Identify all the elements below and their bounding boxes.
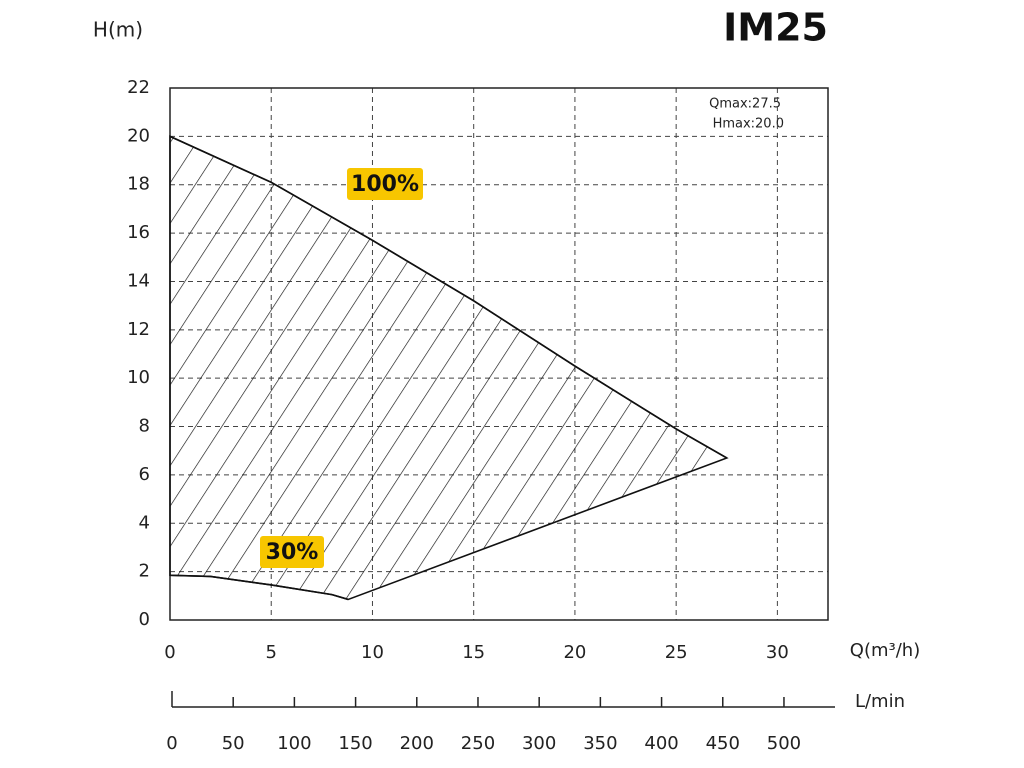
y-axis-label: H(m) [93,18,143,42]
y-tick-label: 20 [127,125,150,146]
x-tick-label: 5 [266,642,277,663]
x2-axis-label: L/min [855,691,905,712]
y-tick-label: 22 [127,77,150,98]
y-tick-label: 10 [127,367,150,388]
x2-tick-label: 250 [461,733,495,754]
x2-tick-label: 300 [522,733,556,754]
x-tick-label: 0 [164,642,175,663]
y-tick-label: 12 [127,319,150,340]
x-tick-label: 20 [563,642,586,663]
curve [169,574,349,601]
x-tick-label: 15 [462,642,485,663]
x2-tick-label: 200 [400,733,434,754]
y-tick-label: 2 [139,561,150,582]
y-tick-label: 16 [127,222,150,243]
y-tick-label: 8 [139,416,150,437]
chart-title: IM25 [723,6,828,50]
x2-tick-label: 500 [767,733,801,754]
y-tick-label: 0 [139,609,150,630]
y-tick-label: 18 [127,174,150,195]
annotation: Qmax:27.5 [709,97,781,112]
y-tick-label: 4 [139,512,150,533]
curve [169,135,728,459]
x-tick-label: 25 [665,642,688,663]
y-tick-label: 14 [127,270,150,291]
x-tick-label: 30 [766,642,789,663]
label-box [347,168,423,200]
x2-tick-label: 350 [583,733,617,754]
x2-tick-label: 50 [222,733,245,754]
label-box [260,536,324,568]
annotation: Hmax:20.0 [713,117,784,132]
x2-tick-label: 100 [277,733,311,754]
hatched-region [169,135,729,601]
x2-tick-label: 400 [644,733,678,754]
x-tick-label: 10 [361,642,384,663]
x2-tick-label: 150 [338,733,372,754]
x-axis-label: Q(m³/h) [850,640,920,661]
x2-tick-label: 0 [166,733,177,754]
series-label: 30% [266,540,319,565]
y-tick-label: 6 [139,464,150,485]
x2-tick-label: 450 [706,733,740,754]
series-label: 100% [351,172,419,197]
